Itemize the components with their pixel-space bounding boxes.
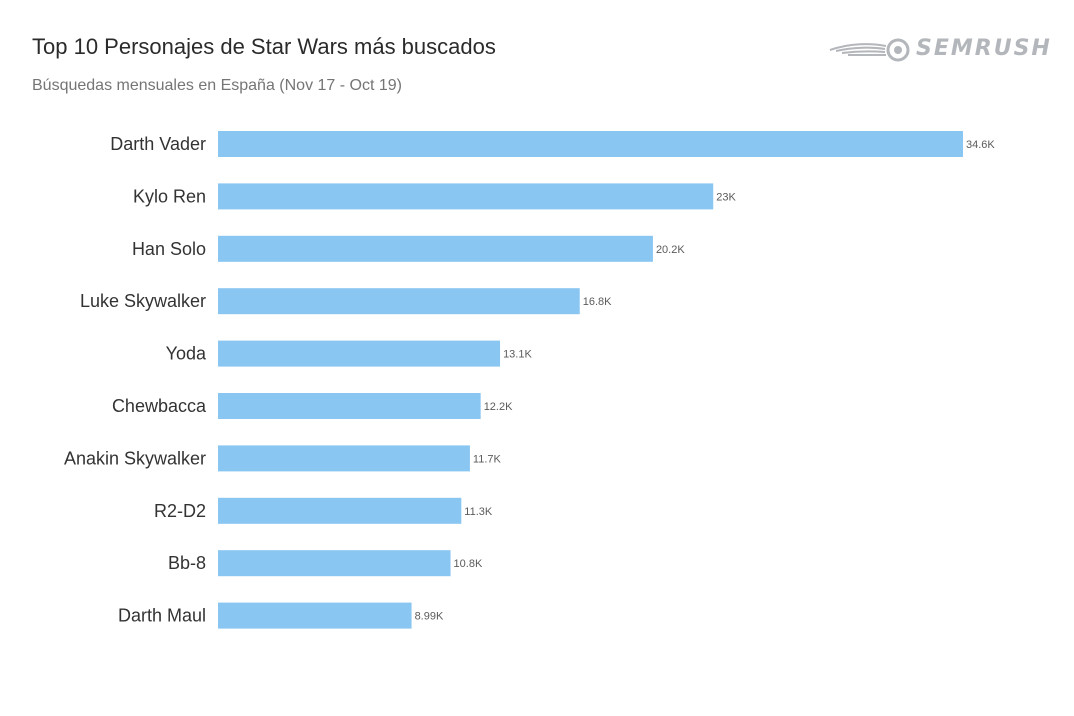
value-label: 20.2K: [656, 244, 685, 256]
category-label: Anakin Skywalker: [64, 448, 206, 468]
logo-text: SEMRUSH: [916, 36, 1052, 61]
category-label: Bb-8: [168, 553, 206, 573]
category-label: R2-D2: [154, 501, 206, 521]
category-label: Han Solo: [132, 239, 206, 259]
semrush-fireball-icon: [829, 38, 910, 62]
bar: [218, 497, 462, 524]
chart-subtitle: Búsquedas mensuales en España (Nov 17 - …: [32, 77, 402, 94]
bar: [218, 235, 653, 262]
category-label: Kylo Ren: [133, 186, 206, 206]
bar: [218, 602, 412, 629]
category-label: Chewbacca: [112, 396, 207, 416]
category-label: Darth Maul: [118, 606, 206, 626]
bar: [218, 445, 470, 472]
bar: [218, 131, 963, 157]
category-label: Yoda: [166, 344, 207, 364]
value-label: 23K: [716, 191, 736, 203]
bar: [218, 393, 481, 419]
category-label: Luke Skywalker: [80, 291, 206, 311]
bar: [218, 550, 451, 577]
value-label: 16.8K: [583, 296, 612, 308]
value-label: 13.1K: [503, 349, 532, 361]
value-label: 11.3K: [464, 506, 493, 518]
bar: [218, 340, 501, 367]
value-label: 10.8K: [454, 558, 483, 570]
value-label: 12.2K: [484, 401, 513, 413]
value-label: 11.7K: [473, 453, 502, 465]
value-label: 34.6K: [966, 139, 995, 151]
bars-group: Darth Vader 34.6K Kylo Ren 23K Han Solo 20.2K…: [64, 131, 995, 629]
bar: [218, 288, 580, 315]
value-label: 8.99K: [415, 611, 444, 623]
semrush-logo: SEMRUSH: [828, 34, 1050, 66]
bar: [218, 183, 714, 210]
category-label: Darth Vader: [110, 134, 206, 154]
chart-title: Top 10 Personajes de Star Wars más busca…: [32, 34, 496, 59]
